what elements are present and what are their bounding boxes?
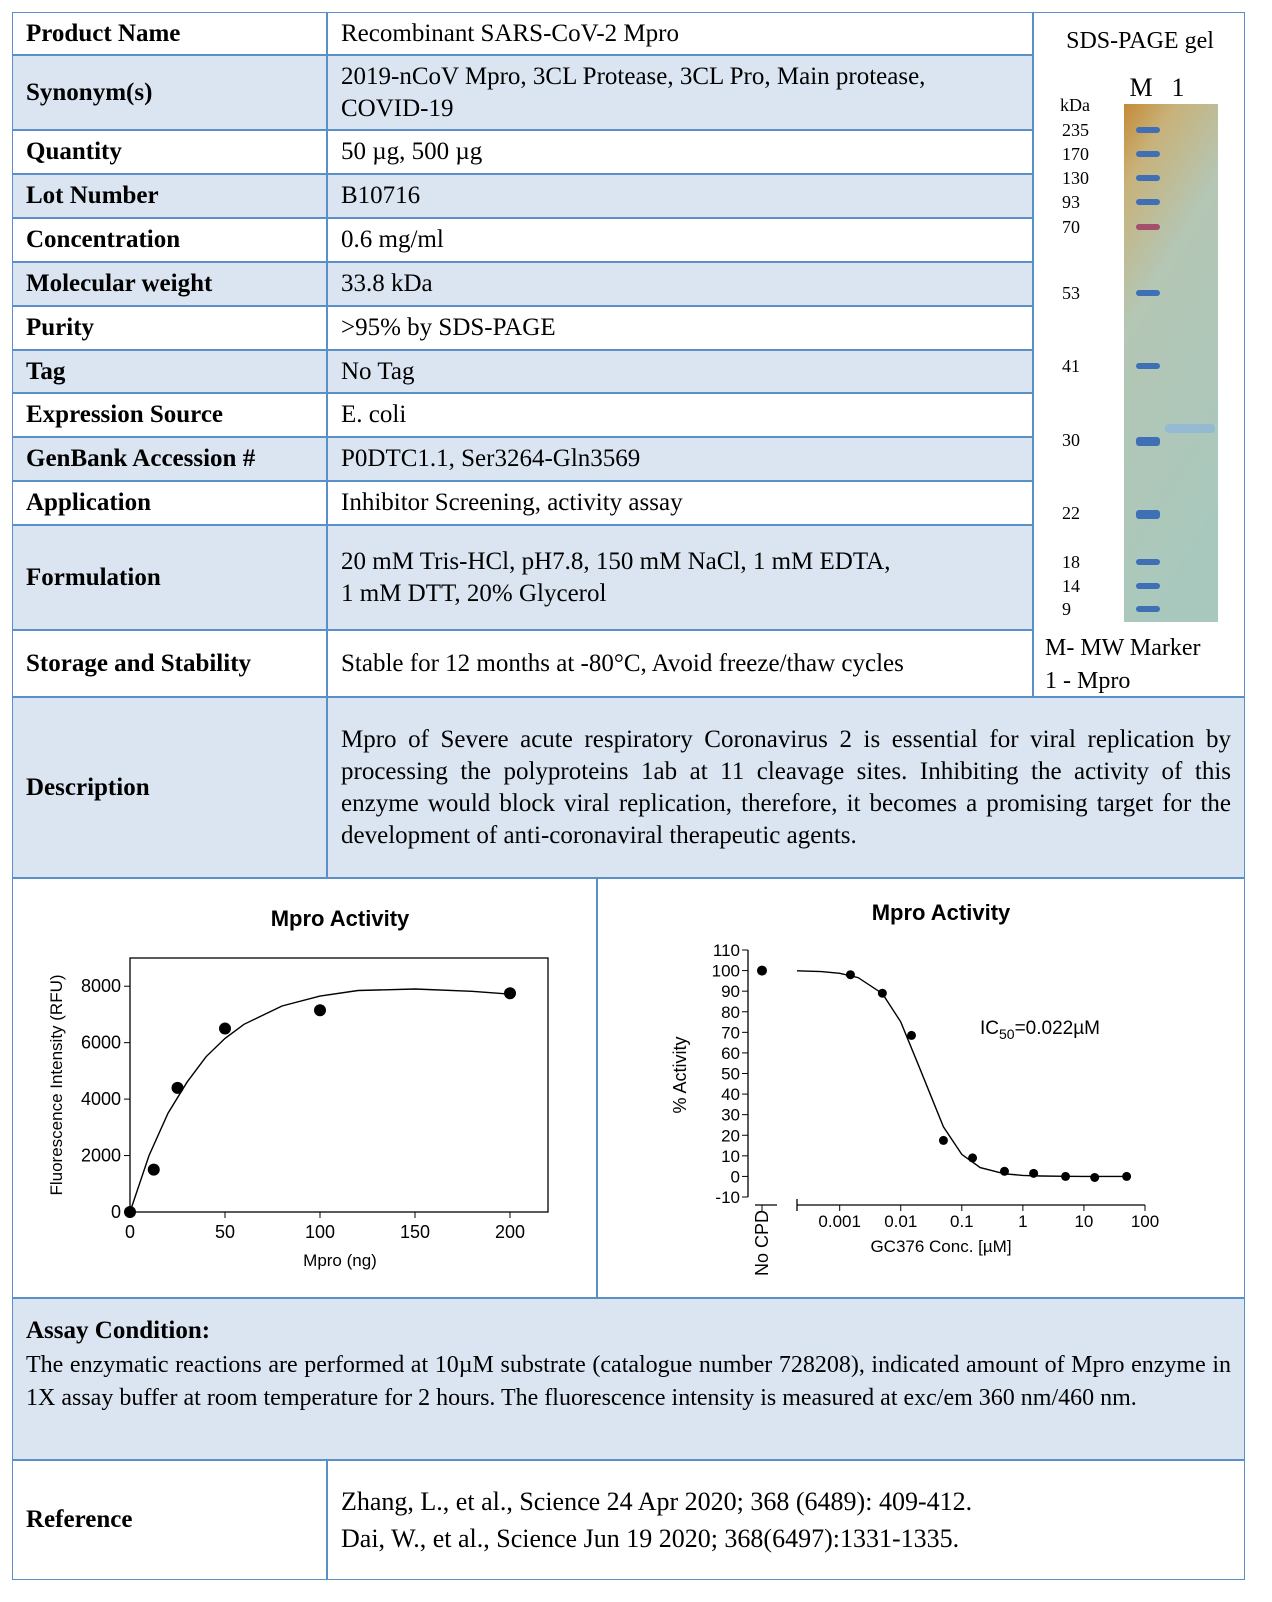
row-label: Purity [12,306,327,350]
row-label: Product Name [12,12,327,55]
row-label: Storage and Stability [12,630,327,697]
value-line: 1 mM DTT, 20% Glycerol [341,579,607,607]
row-label: Molecular weight [12,262,327,306]
value-line: 20 mM Tris-HCl, pH7.8, 150 mM NaCl, 1 mM… [341,547,891,575]
chart-cell [12,878,597,1298]
reference-cell: Zhang, L., et al., Science 24 Apr 2020; … [327,1460,1245,1580]
assay-text: The enzymatic reactions are performed at… [26,1352,1231,1411]
row-value: Stable for 12 months at -80°C, Avoid fre… [327,630,1033,697]
row-value: 33.8 kDa [327,262,1033,306]
description-label: Description [12,697,327,878]
reference-label: Reference [12,1460,327,1580]
row-value: E. coli [327,393,1033,437]
row-value: Recombinant SARS-CoV-2 Mpro [327,12,1033,55]
value-line: COVID-19 [341,94,454,122]
assay-cell: Assay Condition: The enzymatic reactions… [12,1298,1245,1460]
row-label: Quantity [12,130,327,174]
row-value: Inhibitor Screening, activity assay [327,481,1033,525]
reference-lines: Zhang, L., et al., Science 24 Apr 2020; … [341,1483,972,1557]
value-line: 2019-nCoV Mpro, 3CL Protease, 3CL Pro, M… [341,62,926,90]
row-label: Concentration [12,218,327,262]
row-value: No Tag [327,350,1033,393]
row-value: 2019-nCoV Mpro, 3CL Protease, 3CL Pro, M… [327,55,1033,130]
row-value: 50 µg, 500 µg [327,130,1033,174]
value-lines: 2019-nCoV Mpro, 3CL Protease, 3CL Pro, M… [341,61,925,125]
row-value: 0.6 mg/ml [327,218,1033,262]
row-label: Lot Number [12,174,327,218]
reference-line: Zhang, L., et al., Science 24 Apr 2020; … [341,1487,973,1516]
row-label: Formulation [12,525,327,630]
description-text: Mpro of Severe acute respiratory Coronav… [341,725,1231,849]
gel-cell [1033,12,1245,697]
row-label: Tag [12,350,327,393]
chart-cell [597,878,1245,1298]
row-value: >95% by SDS-PAGE [327,306,1033,350]
row-label: GenBank Accession # [12,437,327,481]
value-lines: 20 mM Tris-HCl, pH7.8, 150 mM NaCl, 1 mM… [341,546,890,610]
description-cell: Mpro of Severe acute respiratory Coronav… [327,697,1245,878]
row-label: Synonym(s) [12,55,327,130]
row-label: Application [12,481,327,525]
reference-line: Dai, W., et al., Science Jun 19 2020; 36… [341,1524,960,1553]
row-value: B10716 [327,174,1033,218]
row-value: P0DTC1.1, Ser3264-Gln3569 [327,437,1033,481]
row-value: 20 mM Tris-HCl, pH7.8, 150 mM NaCl, 1 mM… [327,525,1033,630]
assay-title: Assay Condition: [26,1317,211,1344]
row-label: Expression Source [12,393,327,437]
